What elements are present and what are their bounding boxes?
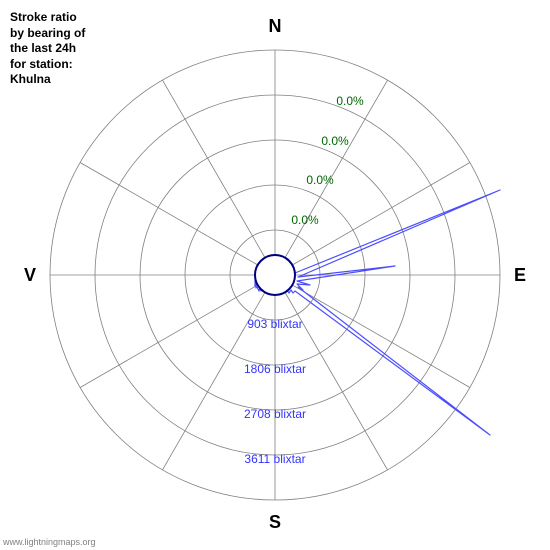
ratio-label: 0.0%	[321, 134, 349, 148]
blixtar-label: 1806 blixtar	[244, 362, 306, 376]
ratio-label: 0.0%	[306, 173, 334, 187]
blixtar-label: 2708 blixtar	[244, 407, 306, 421]
footer-link: www.lightningmaps.org	[3, 537, 96, 547]
ratio-label: 0.0%	[291, 213, 319, 227]
grid-spoke	[163, 80, 276, 275]
cardinal-label: V	[24, 265, 36, 285]
ratio-label: 0.0%	[336, 94, 364, 108]
grid-spoke	[80, 163, 275, 276]
cardinal-label: S	[269, 512, 281, 532]
chart-title: Stroke ratio by bearing of the last 24h …	[10, 10, 85, 88]
cardinal-label: N	[269, 16, 282, 36]
blixtar-label: 903 blixtar	[247, 317, 302, 331]
blixtar-label: 3611 blixtar	[244, 452, 305, 466]
cardinal-label: E	[514, 265, 526, 285]
center-hole	[255, 255, 295, 295]
